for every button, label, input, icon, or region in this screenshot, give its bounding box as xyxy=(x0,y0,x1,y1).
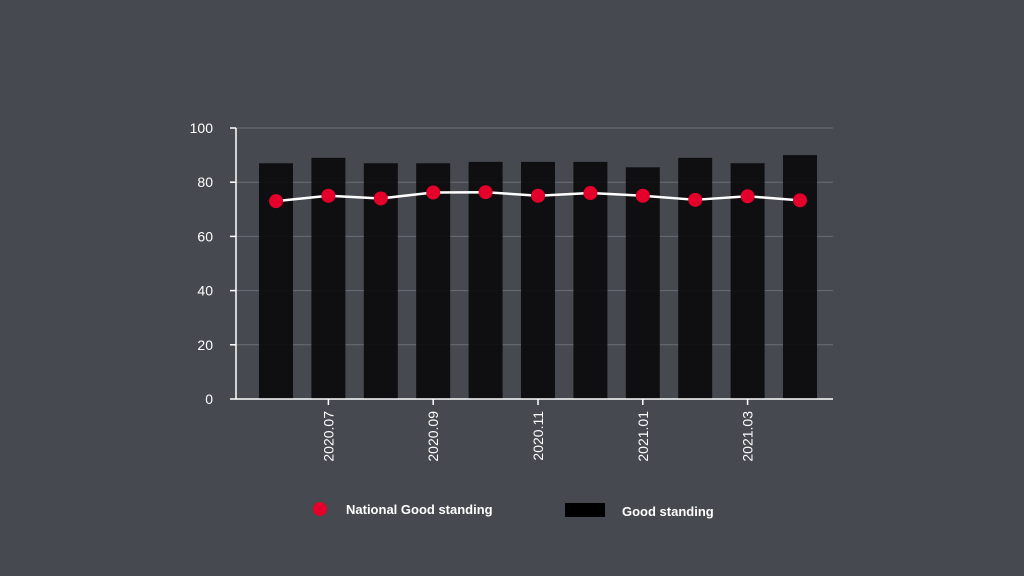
point-national-good-standing-2020.07 xyxy=(321,188,336,203)
point-national-good-standing-2021.02 xyxy=(688,192,703,207)
point-national-good-standing-2020.08 xyxy=(373,191,388,206)
line-series-national-good-standing xyxy=(269,185,807,209)
y-tick-label: 40 xyxy=(197,283,213,299)
x-tick-label: 2020.09 xyxy=(425,411,441,462)
axes xyxy=(230,127,833,400)
y-tick-label: 80 xyxy=(197,174,213,190)
bar-good-standing-2020.10 xyxy=(468,161,503,399)
legend-swatch-good-standing xyxy=(565,503,605,517)
legend-marker-national-good-standing xyxy=(313,502,327,516)
bar-series-good-standing xyxy=(259,155,817,399)
y-axis-tick-labels: 0 20 40 60 80 100 xyxy=(190,120,214,407)
point-national-good-standing-2020.10 xyxy=(478,185,493,200)
x-tick-label: 2020.07 xyxy=(320,411,336,462)
bar-good-standing-2021.04 xyxy=(783,155,817,399)
point-national-good-standing-2020.12 xyxy=(583,186,598,201)
legend-label-national-good-standing: National Good standing xyxy=(346,502,493,517)
legend: National Good standing Good standing xyxy=(313,502,714,519)
x-tick-label: 2021.01 xyxy=(635,411,651,462)
point-national-good-standing-2021.01 xyxy=(635,188,650,203)
point-national-good-standing-2021.04 xyxy=(793,193,807,208)
bar-good-standing-2021.01 xyxy=(625,167,660,399)
point-national-good-standing-2021.03 xyxy=(740,189,755,204)
point-national-good-standing-2020.09 xyxy=(426,185,441,200)
bar-good-standing-2020.09 xyxy=(416,163,451,399)
y-tick-label: 0 xyxy=(205,391,213,407)
x-tick-label: 2020.11 xyxy=(530,411,546,461)
y-tick-label: 60 xyxy=(197,228,213,244)
x-axis-tick-labels: 2020.07 2020.09 2020.11 2021.01 2021.03 xyxy=(320,399,756,462)
x-tick-label: 2021.03 xyxy=(740,411,756,462)
bar-good-standing-2020.12 xyxy=(573,161,608,399)
point-national-good-standing-2020.11 xyxy=(531,188,545,203)
legend-label-good-standing: Good standing xyxy=(622,504,714,519)
y-tick-label: 20 xyxy=(197,337,213,353)
point-national-good-standing-2020.06 xyxy=(269,194,283,209)
y-tick-label: 100 xyxy=(190,120,214,136)
